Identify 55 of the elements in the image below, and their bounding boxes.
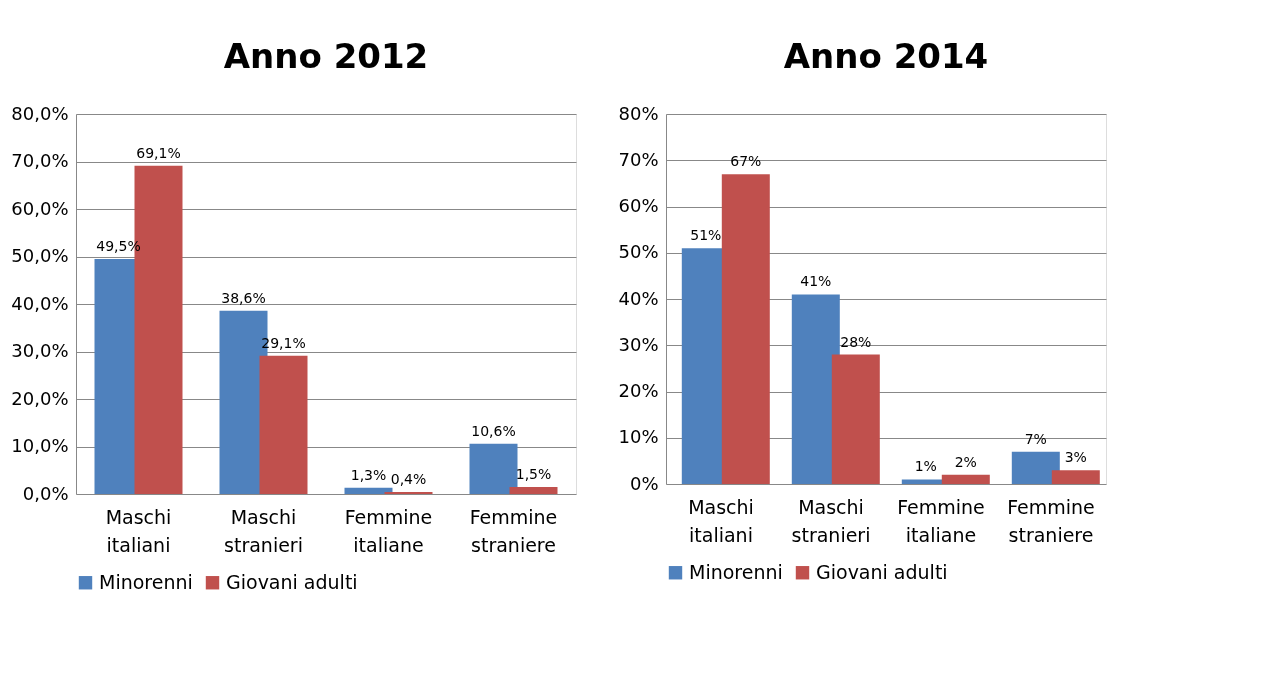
- y-tick-label: 40%: [618, 287, 659, 309]
- y-tick-label: 30%: [618, 333, 659, 355]
- y-tick-label: 50,0%: [11, 245, 69, 266]
- data-label: 10,6%: [471, 422, 516, 439]
- data-label: 0,4%: [390, 471, 427, 488]
- bar: [721, 174, 770, 484]
- x-tick-label: Femmine straniere: [469, 505, 558, 556]
- y-tick-label: 30,0%: [11, 340, 69, 361]
- bar: [941, 474, 990, 484]
- y-tick-label: 20%: [618, 380, 659, 401]
- bar: [469, 443, 518, 494]
- bar: [344, 487, 393, 494]
- y-tick-label: 70%: [618, 148, 659, 170]
- x-tick-label: Maschi stranieri: [791, 495, 871, 546]
- data-label: 28%: [840, 333, 872, 350]
- bar: [1011, 451, 1060, 484]
- x-tick-label: Maschi italiani: [688, 495, 754, 546]
- y-tick-label: 40,0%: [11, 292, 69, 314]
- data-label: 3%: [1064, 449, 1087, 466]
- data-label: 2%: [954, 453, 977, 470]
- x-tick-label: Femmine straniere: [1007, 495, 1095, 546]
- data-label: 1%: [914, 458, 937, 475]
- y-tick-label: 60%: [618, 195, 659, 216]
- legend-label: Minorenni: [689, 560, 783, 583]
- y-tick-label: 0,0%: [22, 482, 69, 504]
- y-tick-label: 10%: [618, 426, 659, 448]
- y-tick-label: 50%: [618, 241, 659, 263]
- data-label: 7%: [1024, 430, 1047, 447]
- y-tick-label: 80%: [618, 102, 659, 124]
- data-label: 1,3%: [350, 466, 387, 483]
- chart-title: Anno 2012: [223, 36, 429, 76]
- legend-label: Giovani adulti: [226, 570, 358, 593]
- x-tick-label: Femmine italiane: [344, 505, 433, 556]
- bar: [509, 486, 558, 494]
- x-tick-label: Femmine italiane: [897, 495, 985, 546]
- y-tick-label: 60,0%: [11, 197, 69, 219]
- chart-title: Anno 2014: [783, 36, 989, 76]
- data-label: 69,1%: [136, 144, 181, 161]
- bar: [831, 354, 880, 484]
- y-tick-label: 80,0%: [11, 102, 69, 124]
- legend-label: Giovani adulti: [816, 560, 948, 583]
- data-label: 41%: [800, 273, 832, 290]
- data-label: 38,6%: [221, 289, 266, 306]
- data-label: 51%: [690, 227, 722, 244]
- y-tick-label: 10,0%: [11, 435, 69, 456]
- bar: [1051, 470, 1100, 484]
- legend-label: Minorenni: [99, 570, 193, 593]
- data-label: 67%: [730, 153, 762, 170]
- bar: [259, 355, 308, 494]
- y-tick-label: 0%: [629, 472, 659, 494]
- y-tick-label: 20,0%: [11, 387, 69, 409]
- y-tick-label: 70,0%: [11, 150, 69, 171]
- x-tick-label: Maschi italiani: [105, 505, 172, 556]
- x-tick-label: Maschi stranieri: [224, 505, 303, 556]
- data-label: 1,5%: [515, 465, 552, 482]
